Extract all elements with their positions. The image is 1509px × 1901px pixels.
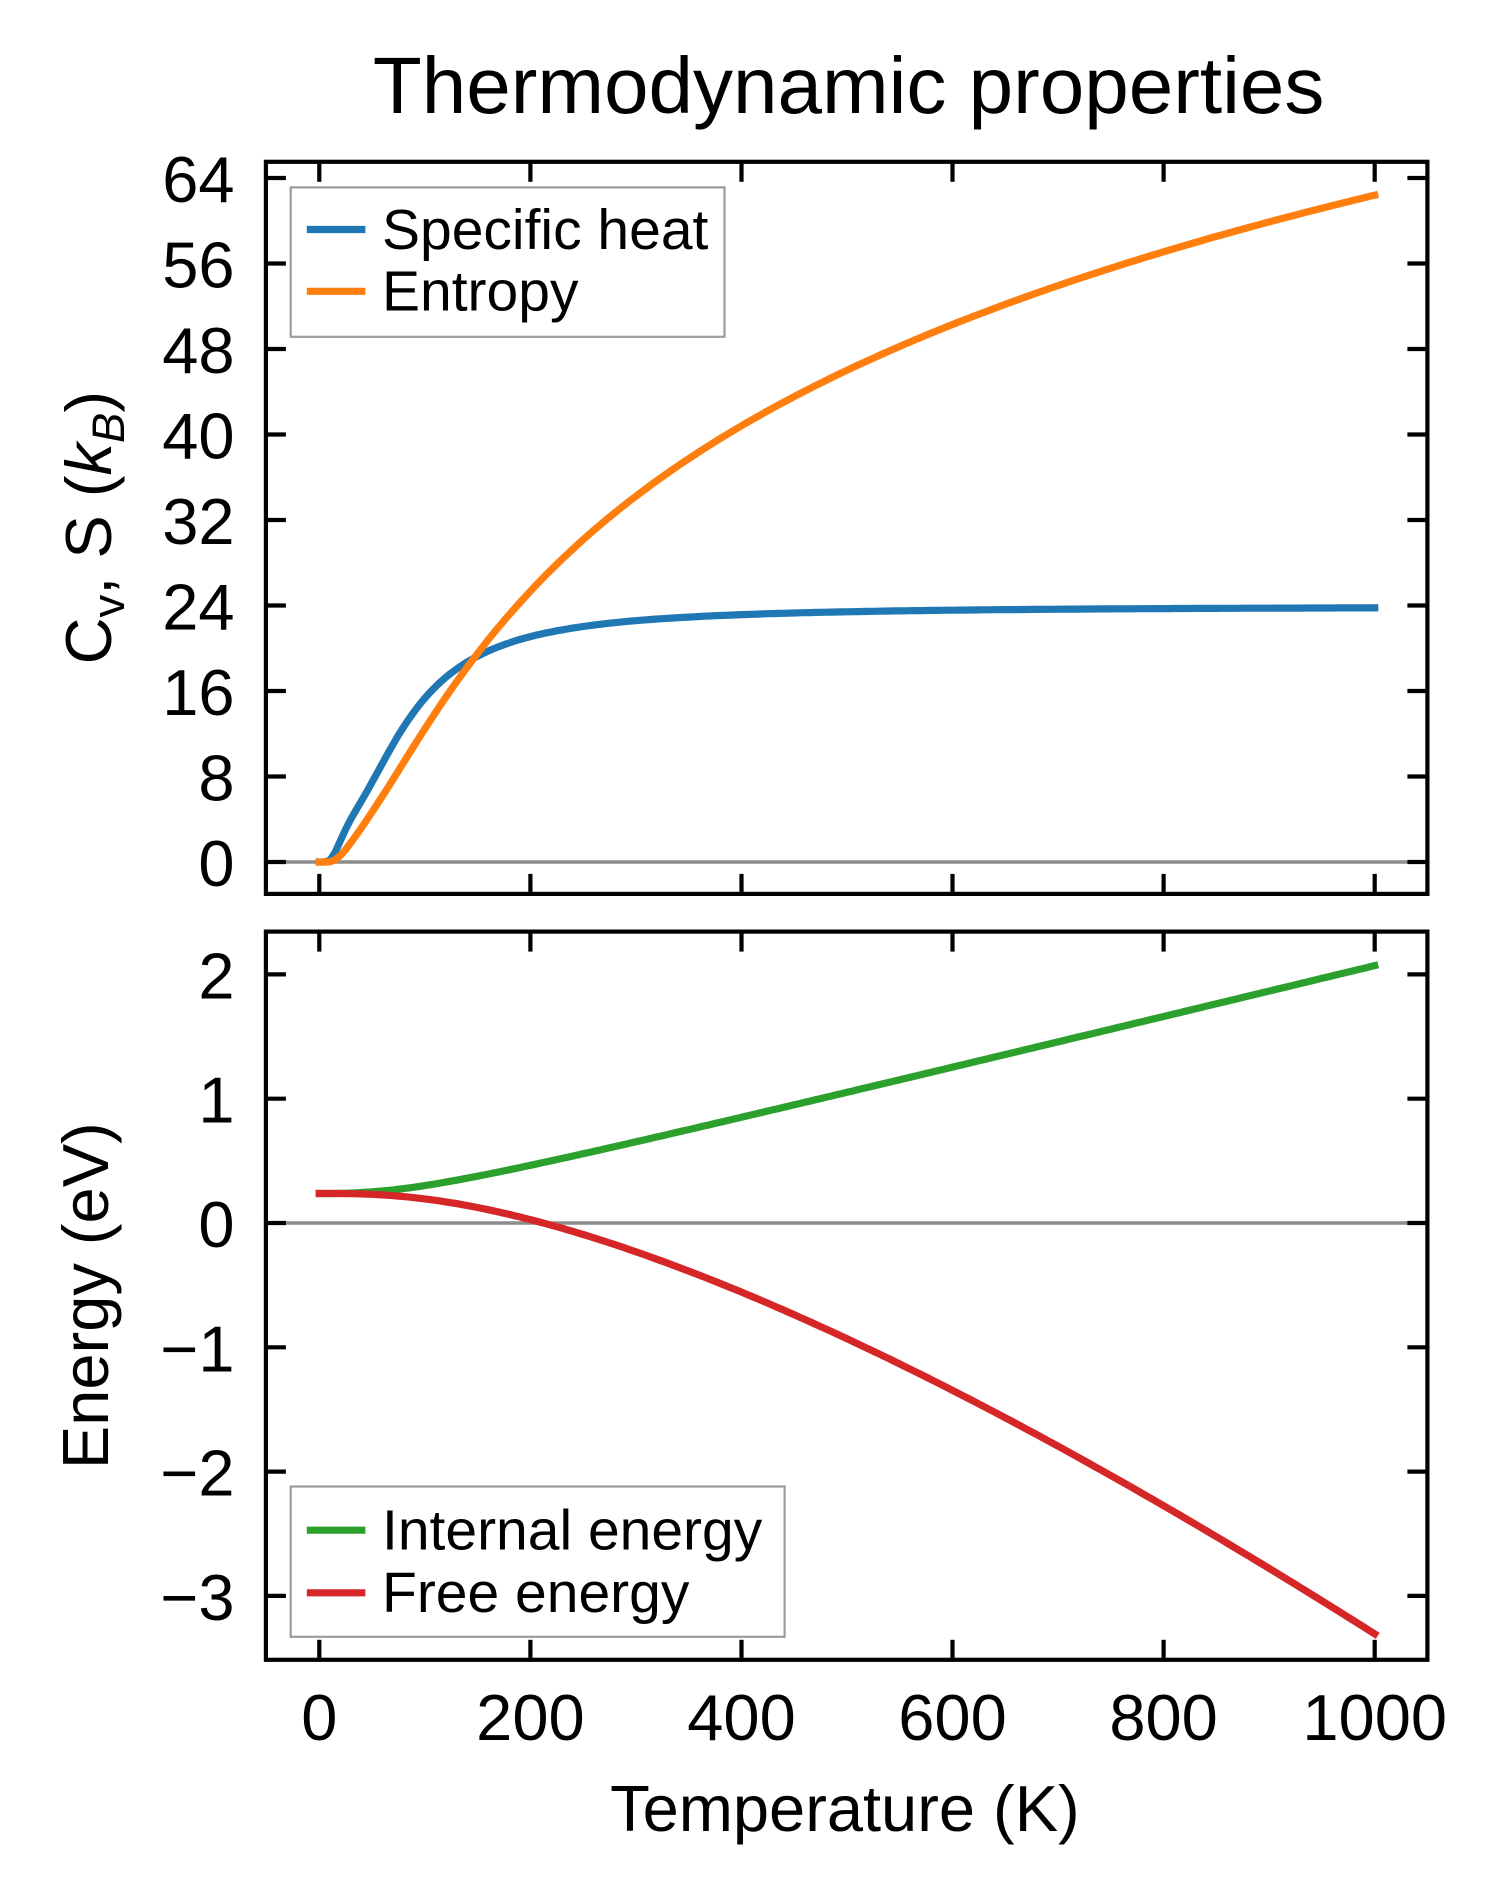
svg-text:48: 48 [162, 314, 234, 387]
svg-text:Energy (eV): Energy (eV) [49, 1122, 122, 1469]
svg-text:Thermodynamic properties: Thermodynamic properties [373, 41, 1324, 130]
svg-text:−3: −3 [160, 1561, 234, 1634]
svg-text:Temperature (K): Temperature (K) [610, 1772, 1080, 1845]
svg-text:Specific heat: Specific heat [382, 198, 709, 262]
svg-text:1: 1 [198, 1064, 234, 1137]
svg-text:0: 0 [301, 1681, 337, 1754]
svg-text:1000: 1000 [1302, 1681, 1447, 1754]
svg-text:−1: −1 [160, 1312, 234, 1385]
svg-text:0: 0 [198, 1188, 234, 1261]
svg-text:800: 800 [1109, 1681, 1217, 1754]
svg-text:16: 16 [162, 656, 234, 729]
svg-text:Internal energy: Internal energy [382, 1499, 763, 1563]
svg-text:Entropy: Entropy [382, 260, 579, 324]
svg-text:8: 8 [198, 742, 234, 815]
svg-text:56: 56 [162, 229, 234, 302]
svg-text:0: 0 [198, 827, 234, 900]
svg-text:200: 200 [476, 1681, 584, 1754]
svg-text:2: 2 [198, 939, 234, 1012]
svg-text:64: 64 [162, 143, 234, 216]
svg-text:600: 600 [898, 1681, 1006, 1754]
svg-text:32: 32 [162, 485, 234, 558]
svg-text:400: 400 [687, 1681, 795, 1754]
svg-text:−2: −2 [160, 1437, 234, 1510]
svg-text:40: 40 [162, 400, 234, 473]
svg-text:24: 24 [162, 571, 234, 644]
svg-text:Free energy: Free energy [382, 1561, 690, 1625]
